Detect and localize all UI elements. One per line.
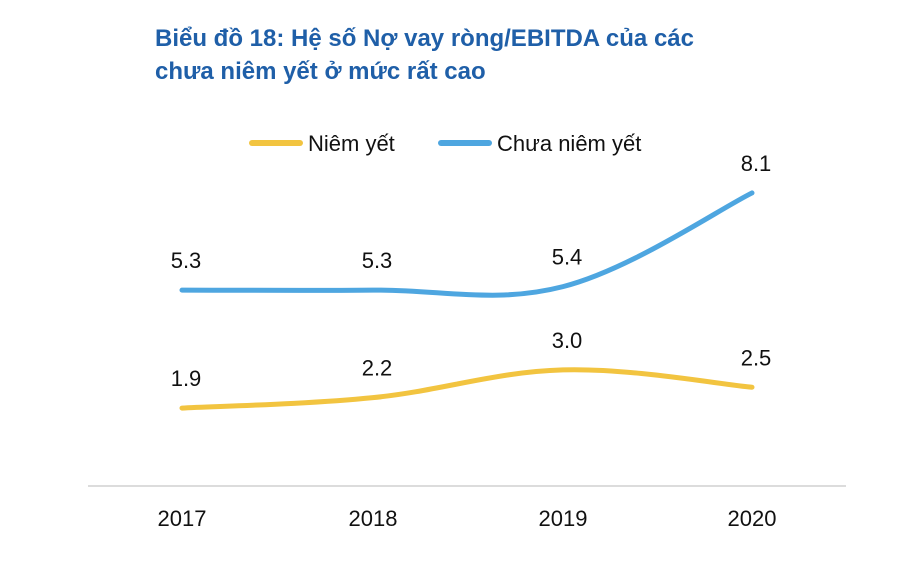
x-tick-label: 2020 xyxy=(728,506,777,531)
legend-label-niem-yet: Niêm yết xyxy=(308,131,395,156)
data-label: 2.5 xyxy=(741,345,772,370)
x-axis-ticks: 2017 2018 2019 2020 xyxy=(158,506,777,531)
x-tick-label: 2019 xyxy=(539,506,588,531)
data-label: 3.0 xyxy=(552,328,583,353)
series-line-niem-yet xyxy=(179,367,755,411)
data-label: 8.1 xyxy=(741,151,772,176)
x-tick-label: 2018 xyxy=(349,506,398,531)
legend-label-chua-niem-yet: Chưa niêm yết xyxy=(497,131,641,156)
data-label: 5.4 xyxy=(552,245,583,270)
data-labels-niem-yet: 1.9 2.2 3.0 2.5 xyxy=(171,328,772,391)
series-line-chua-niem-yet xyxy=(179,190,755,298)
chart-title: Biểu đồ 18: Hệ số Nợ vay ròng/EBITDA của… xyxy=(155,22,855,88)
legend: Niêm yết Chưa niêm yết xyxy=(249,131,641,156)
chart-title-line-1: Biểu đồ 18: Hệ số Nợ vay ròng/EBITDA của… xyxy=(155,25,694,52)
x-tick-label: 2017 xyxy=(158,506,207,531)
data-label: 5.3 xyxy=(171,248,202,273)
data-labels-chua-niem-yet: 5.3 5.3 5.4 8.1 xyxy=(171,151,772,273)
data-label: 5.3 xyxy=(362,248,393,273)
data-label: 1.9 xyxy=(171,366,202,391)
data-label: 2.2 xyxy=(362,356,393,381)
chart-title-line-2: chưa niêm yết ở mức rất cao xyxy=(155,58,486,85)
